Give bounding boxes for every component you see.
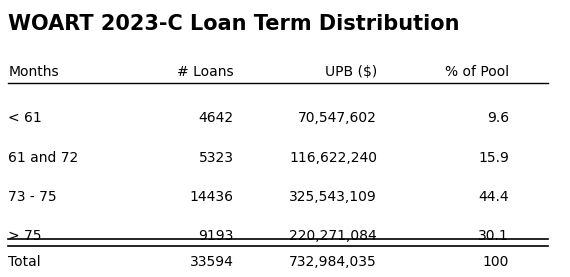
Text: UPB ($): UPB ($) [325,65,377,79]
Text: % of Pool: % of Pool [445,65,509,79]
Text: 70,547,602: 70,547,602 [298,111,377,125]
Text: 30.1: 30.1 [478,229,509,243]
Text: WOART 2023-C Loan Term Distribution: WOART 2023-C Loan Term Distribution [9,14,460,34]
Text: 5323: 5323 [199,150,234,165]
Text: > 75: > 75 [9,229,42,243]
Text: 4642: 4642 [199,111,234,125]
Text: 33594: 33594 [190,255,234,269]
Text: 116,622,240: 116,622,240 [289,150,377,165]
Text: 9.6: 9.6 [487,111,509,125]
Text: 220,271,084: 220,271,084 [289,229,377,243]
Text: 61 and 72: 61 and 72 [9,150,79,165]
Text: Months: Months [9,65,59,79]
Text: 15.9: 15.9 [478,150,509,165]
Text: Total: Total [9,255,41,269]
Text: 9193: 9193 [198,229,234,243]
Text: 14436: 14436 [190,190,234,204]
Text: 73 - 75: 73 - 75 [9,190,57,204]
Text: 100: 100 [483,255,509,269]
Text: 44.4: 44.4 [478,190,509,204]
Text: 325,543,109: 325,543,109 [289,190,377,204]
Text: < 61: < 61 [9,111,42,125]
Text: # Loans: # Loans [177,65,234,79]
Text: 732,984,035: 732,984,035 [289,255,377,269]
